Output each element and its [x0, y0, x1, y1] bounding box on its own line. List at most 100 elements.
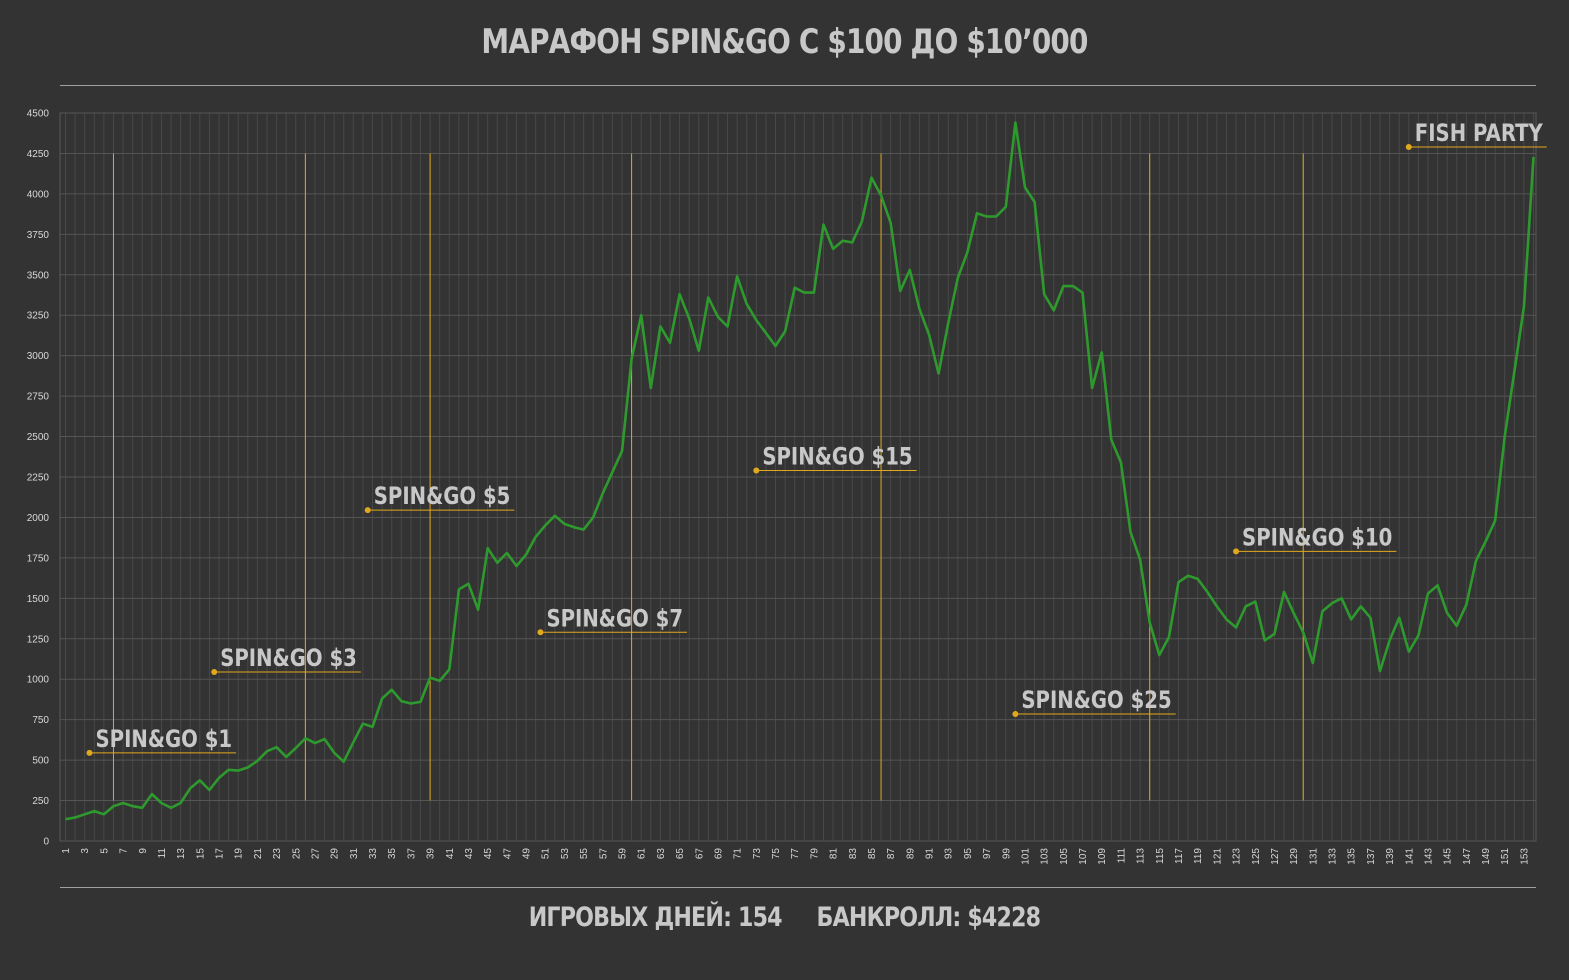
x-tick-label: 7: [119, 848, 130, 854]
annotation-dot: [211, 668, 218, 675]
x-tick-label: 83: [848, 848, 859, 860]
x-tick-label: 67: [694, 848, 705, 860]
x-tick-label: 63: [656, 848, 667, 860]
annotation-label: SPIN&GO $3: [220, 645, 357, 672]
x-tick-label: 13: [176, 848, 187, 860]
x-tick-label: 147: [1462, 848, 1473, 865]
annotation-dot: [364, 507, 371, 514]
y-tick-label: 3750: [27, 230, 50, 241]
x-tick-label: 151: [1500, 848, 1511, 865]
annotation-label: SPIN&GO $7: [546, 606, 683, 633]
y-tick-label: 750: [32, 715, 49, 726]
x-tick-label: 121: [1212, 848, 1223, 865]
y-tick-label: 2000: [27, 513, 50, 524]
x-tick-label: 107: [1078, 848, 1089, 865]
y-tick-label: 3000: [27, 351, 50, 362]
x-tick-label: 37: [406, 848, 417, 860]
x-tick-label: 105: [1059, 848, 1070, 865]
x-tick-label: 65: [675, 848, 686, 860]
days-played: ИГРОВЫХ ДНЕЙ: 154: [528, 902, 783, 933]
x-tick-label: 119: [1193, 848, 1204, 864]
x-tick-label: 91: [925, 848, 936, 860]
x-tick-label: 39: [426, 848, 437, 860]
x-tick-label: 127: [1270, 848, 1281, 865]
x-tick-label: 11: [157, 848, 168, 859]
x-tick-label: 141: [1404, 848, 1415, 865]
x-tick-label: 101: [1020, 848, 1031, 865]
x-tick-label: 99: [1001, 848, 1012, 860]
y-tick-label: 3250: [27, 311, 50, 322]
stage-annotation: SPIN&GO $10: [1233, 525, 1397, 555]
x-tick-label: 31: [349, 848, 360, 860]
x-tick-label: 5: [99, 848, 110, 854]
y-tick-label: 2250: [27, 473, 50, 484]
y-tick-label: 2500: [27, 432, 50, 443]
x-tick-label: 27: [310, 848, 321, 860]
x-tick-label: 149: [1481, 848, 1492, 865]
x-tick-label: 131: [1308, 848, 1319, 865]
stage-annotation: FISH PARTY: [1405, 120, 1547, 150]
x-tick-label: 69: [713, 848, 724, 860]
annotation-dot: [86, 749, 93, 756]
annotation-dot: [1405, 143, 1412, 150]
stage-annotation: SPIN&GO $1: [86, 726, 237, 756]
x-axis-ticks: 1 3 5 7 9 11 13 15 17 19 21 23 25 27 29 31 33 35 37 39 41 43 4…: [61, 848, 1530, 865]
annotation-label: SPIN&GO $5: [374, 483, 511, 510]
x-tick-label: 59: [617, 848, 628, 860]
x-tick-label: 129: [1289, 848, 1300, 865]
x-tick-label: 75: [771, 848, 782, 860]
y-tick-label: 1000: [27, 675, 50, 686]
annotation-dot: [753, 467, 760, 474]
x-tick-label: 89: [905, 848, 916, 860]
footer-stats: ИГРОВЫХ ДНЕЙ: 154 БАНКРОЛЛ: $4228: [141, 902, 1428, 933]
x-tick-label: 117: [1174, 848, 1185, 864]
x-tick-label: 85: [867, 848, 878, 860]
x-tick-label: 25: [291, 848, 302, 860]
x-tick-label: 123: [1232, 848, 1243, 865]
x-tick-label: 53: [560, 848, 571, 860]
stage-annotation: SPIN&GO $7: [537, 606, 688, 636]
bankroll-total: БАНКРОЛЛ: $4228: [816, 902, 1042, 933]
x-tick-label: 109: [1097, 848, 1108, 865]
x-tick-label: 113: [1136, 848, 1147, 864]
x-tick-label: 47: [502, 848, 513, 860]
annotation-dot: [537, 629, 544, 636]
x-tick-label: 133: [1328, 848, 1339, 865]
y-tick-label: 250: [32, 796, 49, 807]
x-tick-label: 97: [982, 848, 993, 860]
x-tick-label: 33: [368, 848, 379, 860]
y-axis-ticks: 0 250 500 750 1000 1250 1500 1750 2000 2250 2500 27…: [27, 109, 50, 848]
y-tick-label: 4000: [27, 189, 50, 200]
x-tick-label: 57: [598, 848, 609, 860]
x-tick-label: 23: [272, 848, 283, 860]
stage-annotation: SPIN&GO $15: [753, 444, 917, 474]
stage-annotation: SPIN&GO $5: [364, 483, 515, 514]
x-tick-label: 143: [1423, 848, 1434, 865]
x-tick-label: 55: [579, 848, 590, 860]
stage-annotation: SPIN&GO $3: [211, 645, 361, 675]
y-tick-label: 3500: [27, 270, 50, 281]
x-tick-label: 103: [1040, 848, 1051, 865]
y-tick-label: 0: [43, 837, 49, 848]
x-tick-label: 111: [1116, 848, 1127, 864]
x-tick-label: 1: [61, 848, 72, 854]
y-tick-label: 1500: [27, 594, 50, 605]
x-tick-label: 19: [234, 848, 245, 860]
x-tick-label: 21: [253, 848, 264, 860]
x-tick-label: 137: [1366, 848, 1377, 865]
x-tick-label: 17: [215, 848, 226, 860]
x-tick-label: 41: [445, 848, 456, 860]
x-tick-label: 3: [80, 848, 91, 854]
annotation-label: SPIN&GO $25: [1021, 687, 1171, 714]
x-tick-label: 29: [330, 848, 341, 860]
x-tick-label: 43: [464, 848, 475, 860]
x-tick-label: 49: [522, 848, 533, 860]
series-layer: [65, 121, 1535, 821]
series-line: [65, 121, 1535, 821]
x-tick-label: 71: [733, 848, 744, 860]
annotations: SPIN&GO $1 SPIN&GO $3 SPIN&GO $5 SPIN&GO $7…: [86, 120, 1547, 756]
annotation-label: SPIN&GO $15: [762, 444, 912, 471]
y-tick-label: 1750: [27, 553, 50, 564]
y-tick-label: 2750: [27, 392, 50, 403]
x-tick-label: 9: [138, 848, 149, 854]
